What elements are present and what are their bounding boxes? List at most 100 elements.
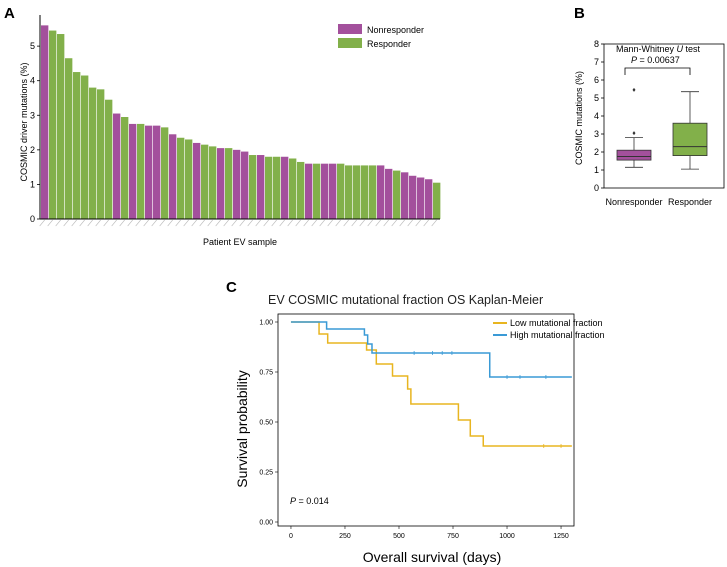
bar — [169, 134, 177, 219]
bar — [153, 125, 161, 219]
x-tick-mark — [335, 219, 341, 227]
x-tick-mark — [143, 219, 149, 227]
y-tick-label: 1.00 — [259, 320, 273, 327]
panel-label-c: C — [226, 279, 237, 296]
bar — [401, 172, 409, 219]
x-tick-mark — [311, 219, 317, 227]
bar — [249, 155, 257, 219]
bar — [41, 25, 49, 220]
x-tick-mark — [375, 219, 381, 227]
x-tick-mark — [39, 219, 45, 227]
bar — [193, 142, 201, 219]
bar — [89, 87, 97, 219]
bar — [265, 156, 273, 219]
bar — [369, 165, 377, 219]
x-tick-mark — [391, 219, 397, 227]
y-tick-label: 2 — [30, 145, 35, 155]
bar — [49, 30, 57, 220]
survival-line-high — [290, 321, 572, 378]
bar — [65, 58, 73, 219]
bar — [433, 182, 441, 219]
bar — [129, 123, 137, 219]
x-axis-title-c: Overall survival (days) — [363, 549, 501, 565]
x-tick-label: Responder — [668, 197, 712, 207]
axes-b: 0 1 2 3 4 5 6 7 8 Nonresponder Responder — [594, 39, 725, 207]
bar — [425, 179, 433, 219]
bar-group — [41, 25, 441, 220]
y-tick-label: 0 — [30, 214, 35, 224]
bar — [273, 156, 281, 219]
bar — [345, 165, 353, 219]
y-tick-label: 5 — [30, 41, 35, 51]
box — [672, 122, 708, 156]
bar — [417, 177, 425, 219]
p-value-c: P = 0.014 — [290, 496, 329, 506]
test-annotation: Mann-Whitney U test — [616, 44, 701, 54]
bar — [137, 123, 145, 219]
bar — [409, 175, 417, 219]
bar — [305, 163, 313, 219]
y-tick-label: 0.50 — [259, 420, 273, 427]
legend-swatch-responder — [338, 38, 362, 48]
x-tick-mark — [103, 219, 109, 227]
plot-frame-b — [603, 43, 725, 189]
y-tick-label: 3 — [594, 129, 599, 139]
y-tick-label: 0.00 — [259, 520, 273, 527]
legend-label-nonresponder: Nonresponder — [367, 25, 424, 35]
bar — [241, 151, 249, 219]
bar — [73, 72, 81, 219]
bar — [393, 170, 401, 219]
bar — [145, 125, 153, 219]
bar — [337, 163, 345, 219]
axes-a: 0 1 2 3 4 5 — [30, 15, 440, 224]
x-tick-marks-a — [39, 219, 437, 227]
x-tick-mark — [159, 219, 165, 227]
x-tick-mark — [255, 219, 261, 227]
bar — [353, 165, 361, 219]
x-tick-mark — [279, 219, 285, 227]
y-tick-label: 7 — [594, 57, 599, 67]
x-tick-mark — [119, 219, 125, 227]
y-axis-title-b: COSMIC mutations (%) — [574, 71, 584, 165]
bar — [257, 155, 265, 219]
bar — [385, 168, 393, 219]
x-tick-mark — [271, 219, 277, 227]
x-tick-mark — [55, 219, 61, 227]
x-tick-mark — [359, 219, 365, 227]
significance-bracket — [624, 67, 691, 75]
bar — [233, 149, 241, 219]
x-tick-label: 250 — [339, 533, 351, 540]
y-tick-label: 8 — [594, 39, 599, 49]
x-tick-mark — [319, 219, 325, 227]
y-tick-label: 0.25 — [259, 470, 273, 477]
x-tick-mark — [415, 219, 421, 227]
y-axis-title-c: Survival probability — [234, 370, 250, 488]
x-tick-mark — [191, 219, 197, 227]
bar — [201, 144, 209, 219]
x-tick-mark — [95, 219, 101, 227]
bar — [81, 75, 89, 219]
x-tick-mark — [327, 219, 333, 227]
legend-c: Low mutational fraction High mutational … — [493, 318, 605, 340]
y-tick-label: 1 — [30, 179, 35, 189]
x-tick-mark — [63, 219, 69, 227]
x-tick-mark — [423, 219, 429, 227]
bar — [177, 137, 185, 219]
km-title: EV COSMIC mutational fraction OS Kaplan-… — [268, 293, 543, 307]
x-tick-mark — [135, 219, 141, 227]
x-tick-mark — [399, 219, 405, 227]
x-tick-mark — [71, 219, 77, 227]
x-tick-mark — [223, 219, 229, 227]
x-tick-mark — [199, 219, 205, 227]
x-tick-mark — [127, 219, 133, 227]
y-tick-label: 0.75 — [259, 370, 273, 377]
x-tick-mark — [151, 219, 157, 227]
bar — [217, 148, 225, 219]
bar — [321, 163, 329, 219]
outlier-point — [632, 87, 636, 92]
outlier-point — [632, 131, 636, 136]
survival-line-low — [290, 321, 572, 447]
x-tick-mark — [175, 219, 181, 227]
x-tick-mark — [383, 219, 389, 227]
bar — [281, 156, 289, 219]
